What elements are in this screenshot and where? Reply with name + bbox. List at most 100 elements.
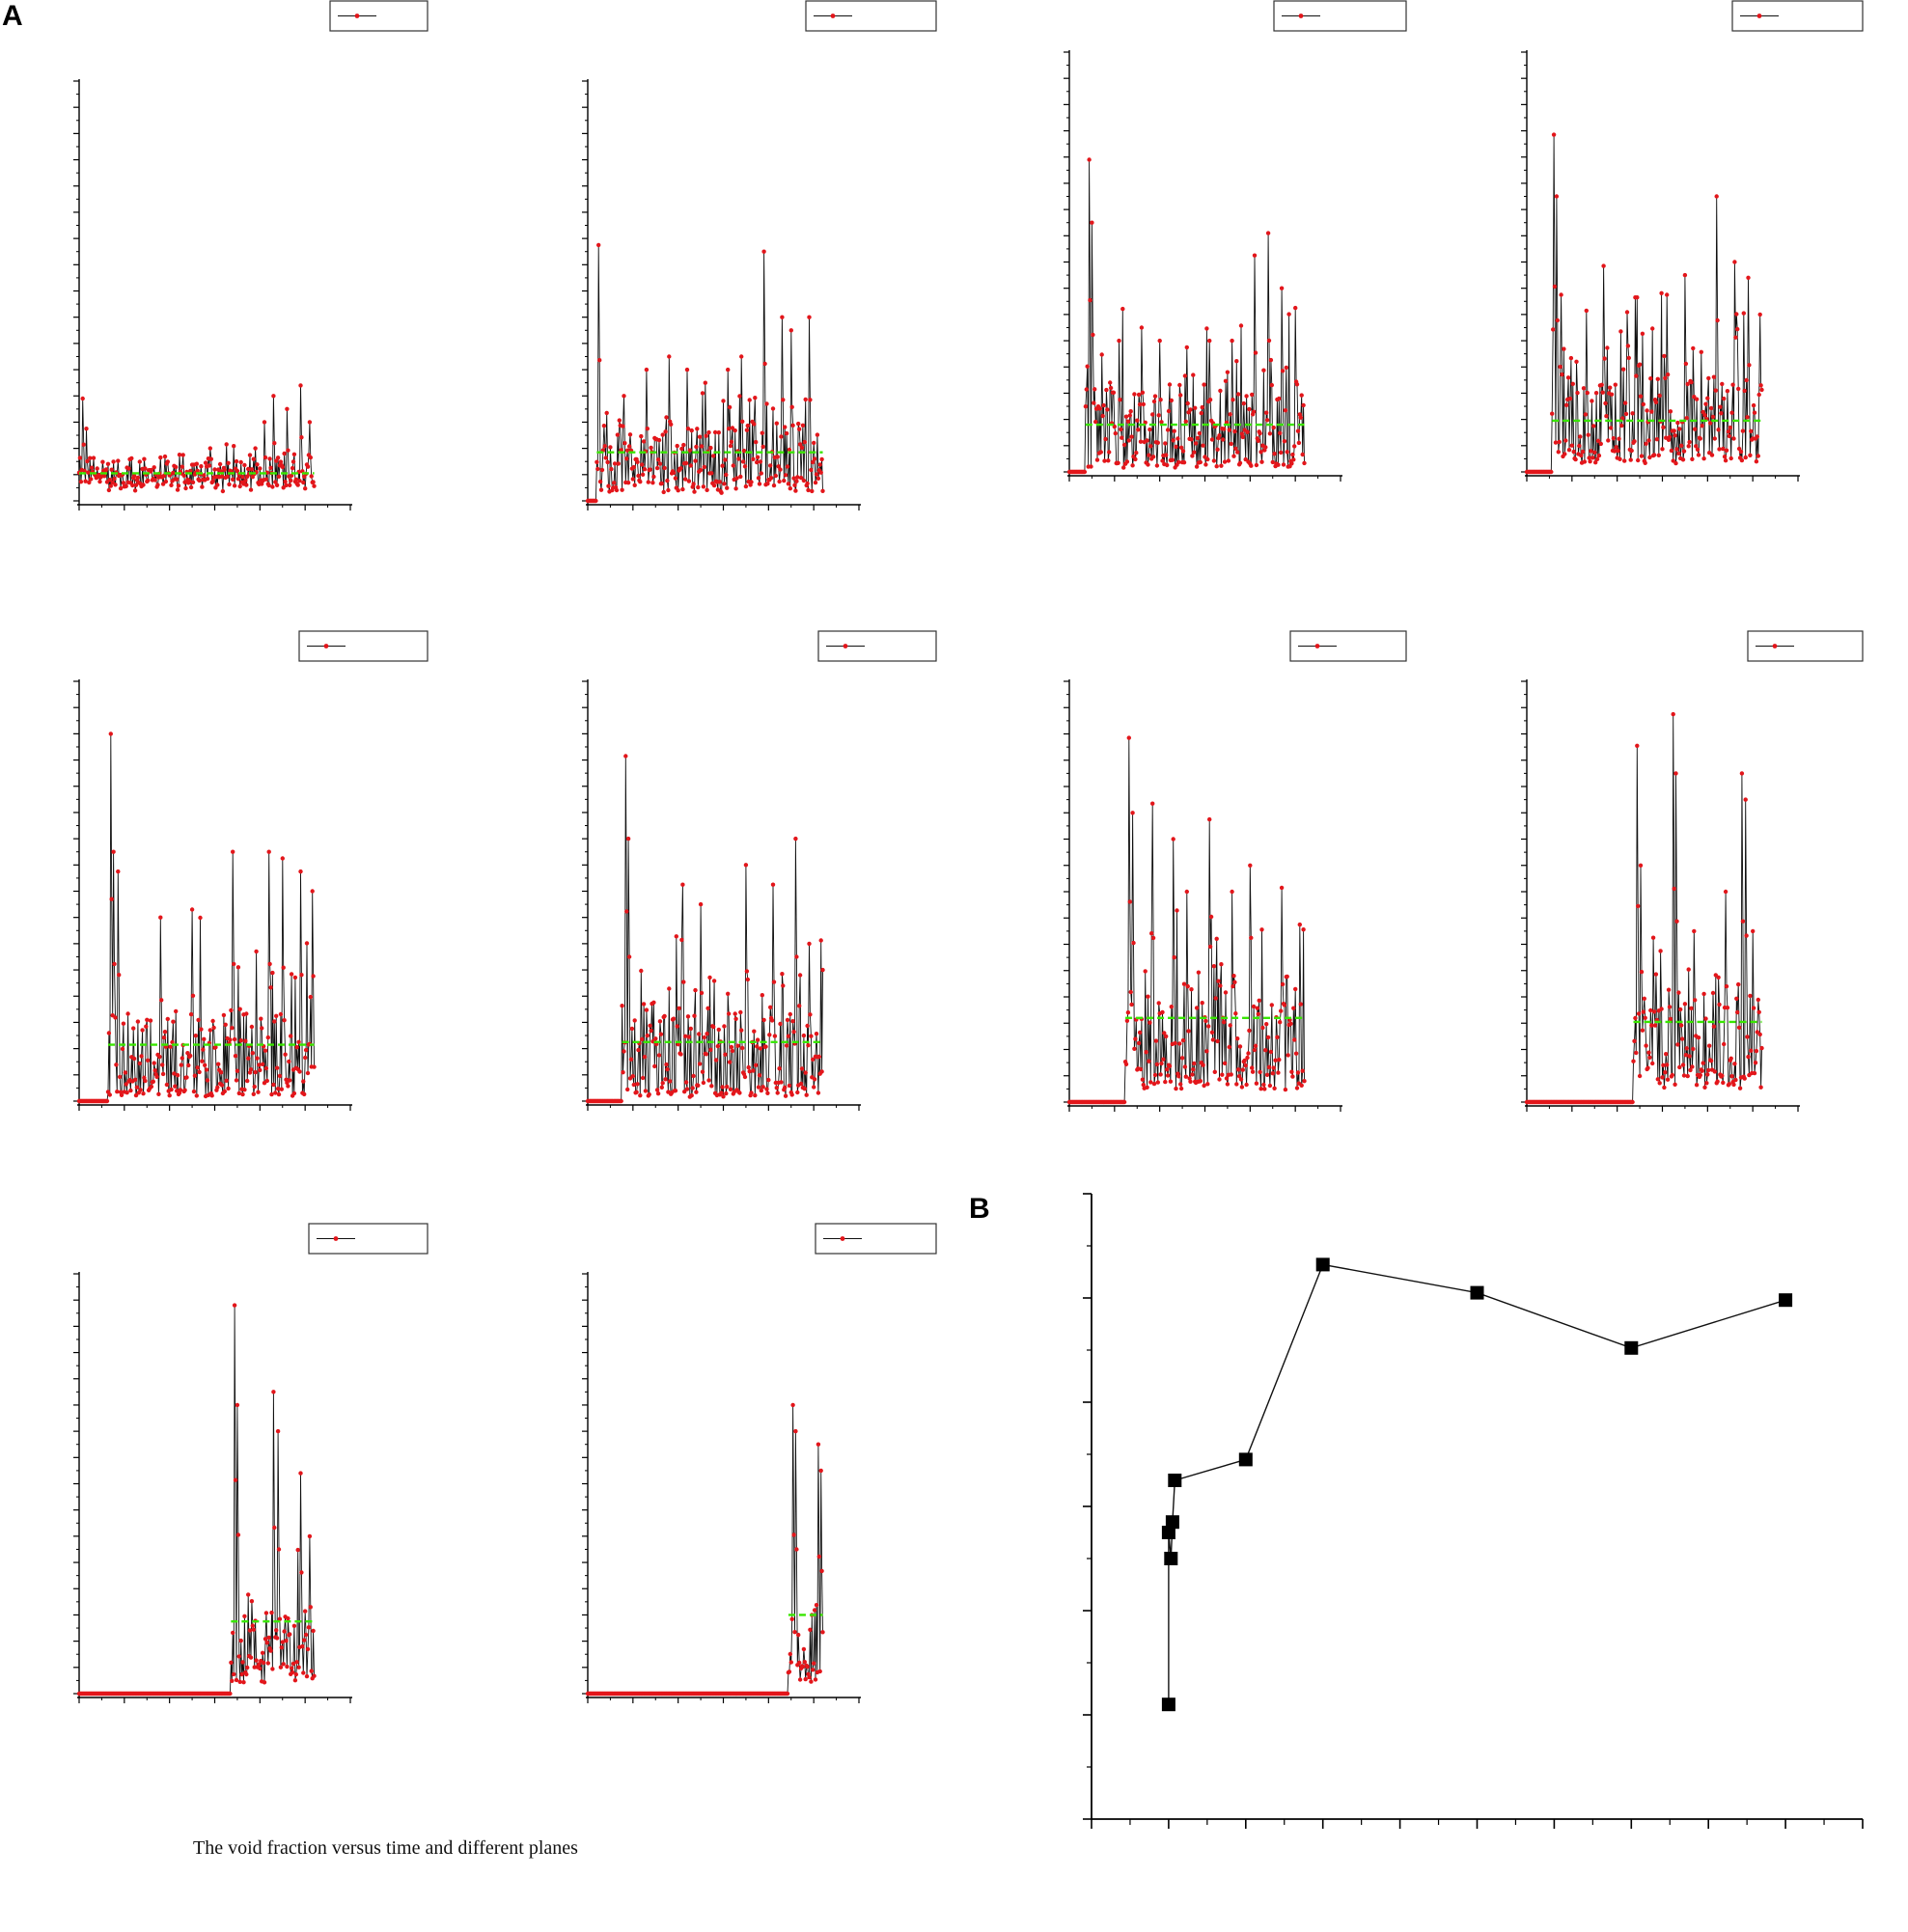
- data-point: [308, 994, 313, 1000]
- data-point: [1288, 1021, 1293, 1027]
- data-point: [1297, 922, 1303, 927]
- data-point: [1298, 415, 1304, 420]
- data-point: [269, 1610, 274, 1615]
- data-point: [171, 470, 176, 476]
- data-point: [276, 1547, 282, 1552]
- data-point: [1290, 452, 1295, 457]
- data-point: [1272, 1086, 1277, 1091]
- data-point: [1301, 402, 1306, 408]
- data-point: [278, 1011, 284, 1017]
- data-point: [248, 487, 254, 492]
- data-point: [1237, 460, 1243, 465]
- data-point: [755, 1037, 760, 1042]
- data-point: [1655, 376, 1661, 381]
- data-point: [1739, 457, 1745, 463]
- data-point: [1644, 441, 1648, 446]
- data-point: [109, 467, 114, 472]
- data-point: [762, 361, 767, 367]
- data-point: [1178, 1086, 1184, 1091]
- data-point: [188, 484, 194, 490]
- data-point: [1557, 439, 1562, 445]
- data-point: [1728, 1056, 1733, 1062]
- data-point: [801, 1646, 807, 1652]
- data-point: [1299, 1083, 1304, 1089]
- data-point: [1162, 1031, 1167, 1035]
- data-point: [1225, 370, 1231, 374]
- data-point: [1758, 383, 1763, 388]
- data-point: [207, 463, 212, 468]
- data-point: [146, 478, 151, 483]
- data-point: [814, 1603, 819, 1608]
- data-point: [691, 1073, 696, 1079]
- data-point: [1587, 455, 1591, 460]
- data-point: [289, 972, 294, 977]
- data-point: [648, 1023, 652, 1029]
- data-point: [131, 1056, 137, 1062]
- data-point: [684, 1087, 690, 1091]
- data-point: [189, 907, 195, 912]
- data-point: [303, 1632, 309, 1638]
- data-point: [746, 1064, 751, 1070]
- data-point: [1733, 335, 1738, 340]
- legend: [1273, 0, 1407, 32]
- data-point: [1720, 381, 1725, 387]
- data-point: [1215, 447, 1220, 452]
- data-point: [1158, 398, 1163, 402]
- data-point: [1623, 411, 1629, 417]
- data-point: [1718, 404, 1723, 409]
- data-point: [1279, 1008, 1284, 1013]
- data-point: [238, 1638, 243, 1643]
- data-point: [1208, 914, 1214, 920]
- data-point: [1173, 1040, 1177, 1046]
- data-point: [1240, 1067, 1246, 1072]
- data-point: [1236, 1074, 1242, 1079]
- data-point: [1266, 1064, 1272, 1070]
- data-point: [690, 1086, 695, 1090]
- data-point: [298, 869, 303, 874]
- data-point: [1285, 450, 1289, 455]
- data-point: [137, 1061, 142, 1066]
- data-point: [1210, 1037, 1216, 1042]
- data-point: [1178, 445, 1184, 450]
- data-point: [788, 1011, 792, 1017]
- data-point: [1632, 1038, 1637, 1044]
- data-point: [1215, 1038, 1220, 1044]
- data-point: [1703, 1016, 1708, 1021]
- series-line: [1069, 737, 1305, 1103]
- data-point: [1164, 453, 1169, 457]
- data-point: [1089, 464, 1093, 469]
- data-point: [275, 455, 281, 460]
- data-point: [285, 406, 290, 411]
- data-point: [631, 464, 636, 470]
- data-point: [1559, 292, 1563, 297]
- data-point: [271, 1082, 276, 1088]
- data-point: [105, 461, 111, 466]
- data-point: [274, 1628, 279, 1633]
- data-point: [1751, 402, 1756, 408]
- data-point: [1590, 455, 1595, 460]
- data-point: [1716, 975, 1721, 980]
- data-point: [612, 461, 618, 466]
- data-point: [306, 1625, 312, 1630]
- legend-marker-sample: [1772, 644, 1778, 649]
- data-point: [282, 1629, 287, 1634]
- data-point: [304, 1673, 310, 1679]
- data-point: [1679, 443, 1684, 448]
- data-point: [1181, 981, 1187, 986]
- data-point: [751, 456, 756, 461]
- data-point: [767, 1033, 772, 1037]
- data-point: [640, 1075, 646, 1081]
- data-point: [1211, 458, 1217, 463]
- data-point: [797, 427, 802, 431]
- data-point: [603, 455, 608, 460]
- data-point: [1120, 306, 1125, 312]
- data-point: [695, 427, 700, 431]
- data-point: [656, 437, 662, 443]
- data-point: [1129, 434, 1134, 439]
- data-point: [112, 476, 117, 482]
- data-point: [1638, 394, 1644, 399]
- data-point: [644, 367, 650, 373]
- data-point: [227, 482, 232, 487]
- data-point: [200, 1059, 205, 1063]
